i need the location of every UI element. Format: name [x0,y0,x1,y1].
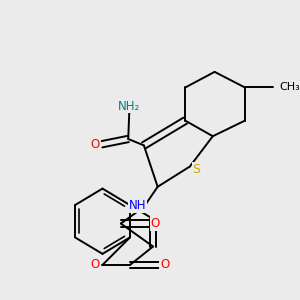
Text: O: O [91,138,100,151]
Text: O: O [90,258,100,272]
Text: CH₃: CH₃ [279,82,300,92]
Text: O: O [160,258,169,272]
Text: NH: NH [129,200,146,212]
Text: S: S [192,163,200,176]
Text: NH₂: NH₂ [118,100,140,112]
Text: O: O [151,217,160,230]
